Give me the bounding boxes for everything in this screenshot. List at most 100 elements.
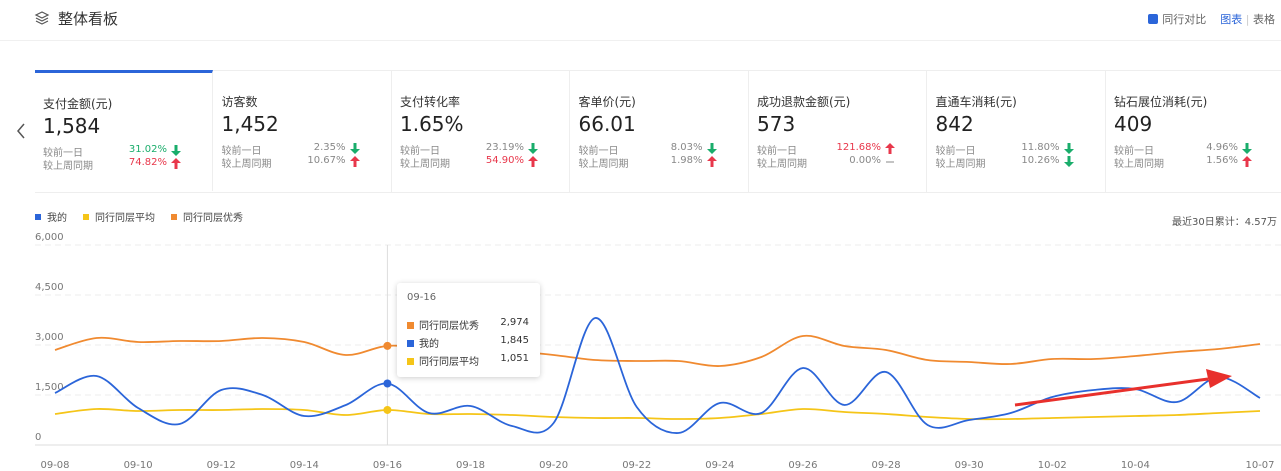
y-tick-label: 0: [35, 432, 41, 443]
row-label: 较前一日: [935, 146, 976, 157]
metric-card[interactable]: 客单价(元) 66.01 较前一日 8.03% 较上周同期 1.98%: [571, 71, 749, 192]
trend-icon: [349, 143, 360, 154]
metric-value: 1,584: [43, 114, 101, 138]
row-change: 23.19%: [485, 142, 524, 153]
arrow-down: [349, 143, 360, 154]
metric-row: 较上周同期 10.67%: [222, 155, 391, 170]
metric-card[interactable]: 访客数 1,452 较前一日 2.35% 较上周同期 10.67%: [214, 71, 392, 192]
x-tick-label: 09-14: [290, 460, 319, 471]
arrow-down: [1063, 156, 1074, 167]
row-change: 1.56%: [1206, 155, 1238, 166]
x-tick-label: 10-02: [1038, 460, 1067, 471]
metric-row: 较上周同期 0.00%: [757, 155, 926, 170]
trend-icon: [886, 161, 894, 163]
metric-name: 访客数: [221, 95, 258, 109]
x-tick-label: 09-08: [40, 460, 69, 471]
row-label: 较上周同期: [757, 159, 807, 170]
row-label: 较前一日: [221, 146, 262, 157]
row-change: 74.82%: [128, 157, 167, 168]
trend-icon: [885, 143, 895, 154]
legend-label: 我的: [47, 211, 67, 224]
arrow-up: [885, 143, 895, 154]
series-line: [54, 408, 1261, 421]
tooltip-row: 同行同层平均 1,051: [407, 353, 529, 368]
row-label: 较前一日: [43, 148, 83, 159]
y-tick-label: 4,500: [35, 282, 64, 293]
y-tick-label: 1,500: [35, 382, 64, 393]
tooltip-swatch: [407, 322, 414, 329]
metric-card[interactable]: 直通车消耗(元) 842 较前一日 11.80% 较上周同期 10.26%: [928, 71, 1106, 192]
tooltip-date: 09-16: [407, 292, 437, 303]
x-tick-label: 09-18: [456, 460, 485, 471]
arrow-down: [528, 143, 538, 154]
separator: |: [1245, 13, 1250, 26]
tooltip-swatch: [407, 358, 414, 365]
x-tick-label: 09-30: [955, 460, 984, 471]
tooltip-name: 同行同层平均: [419, 357, 479, 368]
tooltip-name: 同行同层优秀: [419, 321, 479, 332]
legend-label: 同行同层优秀: [183, 211, 243, 224]
tooltip-row: 同行同层优秀 2,974: [407, 317, 529, 332]
metric-value: 842: [935, 112, 974, 136]
metric-card[interactable]: 支付转化率 1.65% 较前一日 23.19% 较上周同期 54.90%: [392, 71, 570, 192]
metric-value: 66.01: [578, 112, 636, 136]
metric-row: 较前一日 2.35%: [221, 142, 391, 157]
row-label: 较上周同期: [935, 159, 986, 170]
legend-label: 同行同层平均: [95, 211, 155, 224]
layers-icon: [34, 11, 50, 25]
row-label: 较上周同期: [1114, 159, 1164, 170]
trend-icon: [1242, 156, 1252, 167]
metric-row: 较前一日 8.03%: [578, 142, 748, 157]
metric-name: 支付转化率: [400, 95, 461, 109]
metric-row: 较前一日 121.68%: [757, 142, 926, 157]
x-tick-label: 09-24: [705, 460, 734, 471]
row-change: 121.68%: [836, 142, 882, 153]
chart-toggle[interactable]: 图表: [1220, 13, 1243, 26]
trend-icon: [171, 145, 181, 156]
legend-swatch: [171, 214, 177, 220]
x-tick-label: 09-26: [788, 460, 817, 471]
metric-value: 573: [757, 112, 796, 136]
tooltip-value: 1,051: [500, 353, 529, 364]
metric-name: 成功退款金额(元): [757, 95, 851, 109]
table-toggle[interactable]: 表格: [1253, 13, 1275, 26]
row-label: 较前一日: [578, 146, 619, 157]
metric-row: 较上周同期 54.90%: [400, 155, 569, 170]
metric-cards: 支付金额(元) 1,584 较前一日 31.02% 较上周同期 74.82% 访客数 1,45…: [35, 70, 1281, 193]
trend-icon: [528, 156, 538, 167]
arrow-down: [706, 143, 717, 154]
tooltip-name: 我的: [419, 339, 439, 350]
tooltip-row: 我的 1,845: [407, 335, 529, 350]
x-tick-label: 09-16: [373, 460, 402, 471]
metric-name: 客单价(元): [578, 95, 636, 109]
tooltip-swatch: [407, 340, 414, 347]
series-line: [54, 334, 1261, 367]
tooltip-value: 1,845: [500, 335, 529, 346]
tooltip-value: 2,974: [500, 317, 529, 328]
metric-value: 409: [1114, 112, 1153, 136]
row-change: 10.67%: [307, 155, 346, 166]
row-label: 较上周同期: [400, 159, 450, 170]
row-change: 2.35%: [313, 142, 346, 153]
metric-card[interactable]: 钻石展位消耗(元) 409 较前一日 4.96% 较上周同期 1.56%: [1106, 71, 1281, 192]
trend-icon: [706, 156, 717, 167]
divider: [0, 40, 1281, 41]
trend-icon: [1063, 143, 1074, 154]
x-tick-label: 09-20: [539, 460, 568, 471]
chart: 0 1,500 3,000 4,500 6,000 09-08 09-10 09-12 09-1…: [35, 211, 1281, 471]
prev-arrow[interactable]: [14, 122, 28, 140]
row-label: 较上周同期: [43, 161, 93, 172]
metric-row: 较前一日 23.19%: [400, 142, 569, 157]
checkbox[interactable]: [1148, 14, 1159, 24]
row-change: 31.02%: [128, 144, 167, 155]
metric-card[interactable]: 成功退款金额(元) 573 较前一日 121.68% 较上周同期 0.00%: [749, 71, 927, 192]
x-tick-label: 09-12: [207, 460, 236, 471]
metric-card[interactable]: 支付金额(元) 1,584 较前一日 31.02% 较上周同期 74.82%: [35, 70, 213, 191]
row-label: 较前一日: [400, 146, 440, 157]
metric-row: 较前一日 4.96%: [1114, 142, 1281, 157]
arrow-down: [171, 145, 181, 156]
compare-label[interactable]: 同行对比: [1162, 13, 1207, 26]
hover-point: [383, 405, 392, 414]
annotation-arrow: [1014, 369, 1232, 407]
